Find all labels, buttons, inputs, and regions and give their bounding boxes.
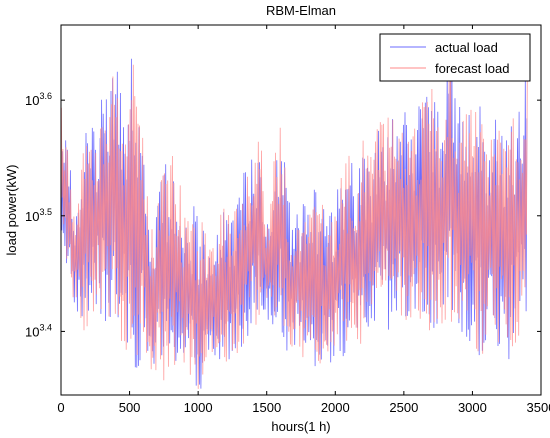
plot-frame [60, 24, 542, 396]
x-axis-label: hours(1 h) [271, 419, 330, 434]
series-layer [60, 50, 528, 389]
y-tick-label: 103.6 [25, 91, 52, 108]
y-tick-label: 103.5 [25, 207, 52, 224]
series-line-forecast-load [61, 57, 528, 389]
x-tick-label: 0 [57, 400, 64, 415]
legend-label: forecast load [435, 61, 509, 76]
x-tick-label: 1000 [184, 400, 213, 415]
legend-label: actual load [435, 40, 498, 55]
x-tick-label: 3000 [458, 400, 487, 415]
legend-box [379, 33, 531, 82]
y-tick-label: 103.4 [25, 322, 52, 339]
x-tick-label: 500 [119, 400, 141, 415]
y-axis-label: load power(kW) [4, 164, 19, 255]
axes-layer: 0 500 1000 1500 2000 2500 3000 3500 103.4 103.5 10… [25, 24, 550, 415]
x-tick-label: 2000 [321, 400, 350, 415]
x-tick-label: 1500 [252, 400, 281, 415]
x-tick-label: 2500 [389, 400, 418, 415]
legend: actual load forecast load [379, 33, 531, 82]
chart-title: RBM-Elman [266, 3, 336, 18]
x-tick-label: 3500 [527, 400, 550, 415]
